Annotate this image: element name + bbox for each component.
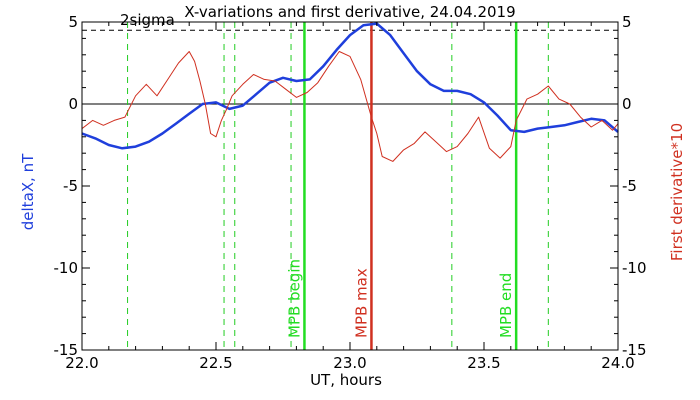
series-line-derivative (81, 51, 619, 162)
vline-label-7: MPB end (497, 273, 515, 338)
y-left-tick-label-4: -15 (54, 341, 79, 359)
x-tick-label-4: 24.0 (601, 354, 634, 372)
y-right-tick-label-4: -15 (622, 341, 647, 359)
x-tick-label-2: 23.0 (333, 354, 366, 372)
y-right-tick-label-3: -10 (622, 259, 647, 277)
y-left-tick-label-0: 5 (68, 13, 78, 31)
x-tick-label-0: 22.0 (65, 354, 98, 372)
vline-label-5: MPB max (352, 268, 370, 338)
plot-area: MPB begin MPB max MPB end 22.0 22.5 23.0 23.5 2… (54, 13, 647, 372)
series-line-deltaX (81, 22, 619, 150)
x-axis-label: UT, hours (310, 371, 382, 389)
threshold-label: 2sigma (120, 11, 175, 29)
x-tick-label-3: 23.5 (467, 354, 500, 372)
y-axis-right-label: First derivative*10 (668, 123, 686, 261)
vline-label-4: MPB begin (285, 259, 303, 338)
y-right-tick-label-2: -5 (622, 177, 637, 195)
y-right-tick-label-0: 5 (622, 13, 632, 31)
y-left-tick-label-3: -10 (54, 259, 79, 277)
y-axis-left-label: deltaX, nT (19, 153, 37, 230)
y-right-tick-label-1: 0 (622, 95, 632, 113)
y-left-tick-label-1: 0 (68, 95, 78, 113)
plot-frame (81, 21, 619, 351)
y-left-tick-label-2: -5 (63, 177, 78, 195)
chart-title: X-variations and first derivative, 24.04… (184, 3, 515, 21)
x-tick-label-1: 22.5 (199, 354, 232, 372)
